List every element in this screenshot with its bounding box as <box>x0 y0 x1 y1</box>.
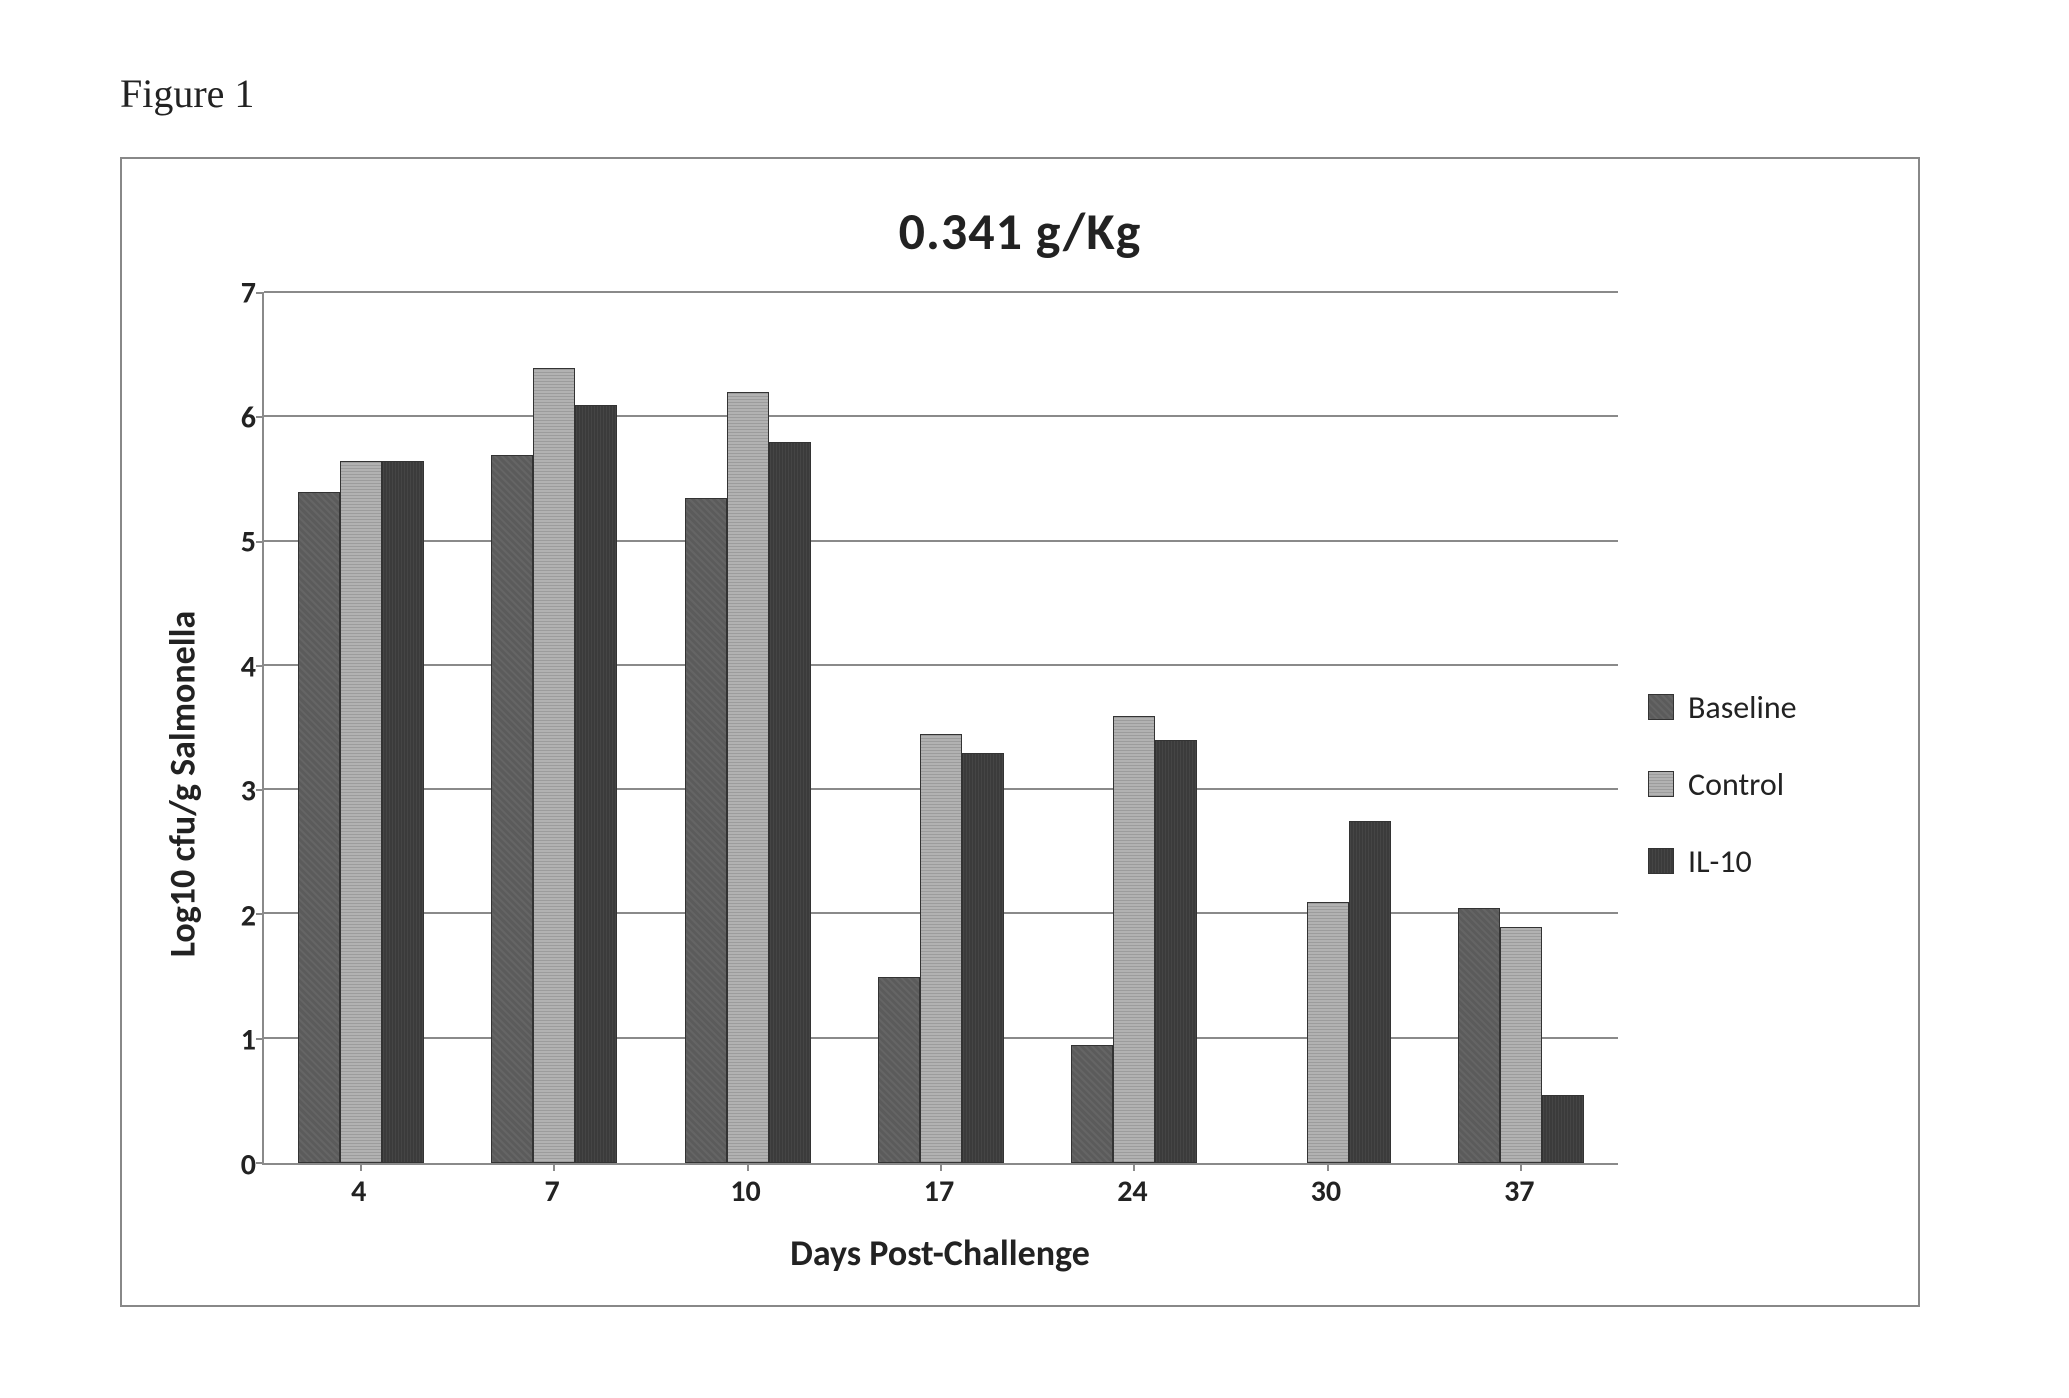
bar <box>1071 1045 1113 1163</box>
page: Figure 1 0.341 g/Kg Log10 cfu/g Salmonel… <box>0 0 2069 1398</box>
x-tick-label: 10 <box>730 1173 760 1210</box>
legend-item: Baseline <box>1648 688 1888 727</box>
y-ticks: 01234567 <box>212 293 262 1165</box>
bar <box>298 492 340 1163</box>
bar <box>962 753 1004 1163</box>
y-tick-mark <box>256 665 264 667</box>
bar <box>1113 716 1155 1163</box>
bar <box>727 392 769 1163</box>
bar-group <box>1458 293 1584 1163</box>
x-tick-label: 7 <box>545 1173 560 1210</box>
y-tick-label: 7 <box>241 275 256 312</box>
legend-item: Control <box>1648 765 1888 804</box>
x-tick-label: 17 <box>924 1173 954 1210</box>
plot-area <box>262 293 1618 1165</box>
bar <box>1307 902 1349 1163</box>
bar <box>685 498 727 1163</box>
y-tick-mark <box>256 913 264 915</box>
bar-group <box>298 293 424 1163</box>
bar-group <box>1071 293 1197 1163</box>
y-tick-mark <box>256 789 264 791</box>
y-axis-label-container: Log10 cfu/g Salmonella <box>152 293 212 1275</box>
legend-swatch <box>1648 771 1674 797</box>
chart-title: 0.341 g/Kg <box>152 199 1888 263</box>
plot-and-yticks: 01234567 <box>212 293 1618 1165</box>
y-tick-label: 1 <box>241 1022 256 1059</box>
bar-group <box>491 293 617 1163</box>
x-tick-label: 4 <box>351 1173 366 1210</box>
bar <box>920 734 962 1163</box>
y-tick-mark <box>256 1038 264 1040</box>
legend-label: IL-10 <box>1688 842 1752 881</box>
y-tick-mark <box>256 292 264 294</box>
y-axis-label: Log10 cfu/g Salmonella <box>160 611 204 958</box>
bar <box>769 442 811 1163</box>
y-tick-mark <box>256 541 264 543</box>
legend-swatch <box>1648 694 1674 720</box>
y-tick-label: 0 <box>241 1147 256 1184</box>
legend-label: Baseline <box>1688 688 1797 727</box>
bar <box>533 368 575 1163</box>
y-tick-label: 2 <box>241 897 256 934</box>
bar <box>340 461 382 1163</box>
chart-panel: 0.341 g/Kg Log10 cfu/g Salmonella 0 1 2 3 4 5… <box>120 157 1920 1307</box>
bar <box>1155 740 1197 1163</box>
legend: Baseline Control IL-10 <box>1618 293 1888 1275</box>
bar <box>491 455 533 1163</box>
y-tick-label: 6 <box>241 399 256 436</box>
x-ticks: 4 7 10 17 24 30 37 <box>262 1165 1618 1225</box>
y-tick-mark <box>256 416 264 418</box>
bar <box>575 405 617 1163</box>
bar <box>1349 821 1391 1163</box>
legend-swatch <box>1648 848 1674 874</box>
bar-group <box>878 293 1004 1163</box>
legend-label: Control <box>1688 765 1784 804</box>
bar <box>1542 1095 1584 1163</box>
legend-item: IL-10 <box>1648 842 1888 881</box>
bar <box>1458 908 1500 1163</box>
y-tick-label: 3 <box>241 773 256 810</box>
y-tick-mark <box>256 1162 264 1164</box>
bar-group <box>685 293 811 1163</box>
x-axis-label: Days Post-Challenge <box>262 1231 1618 1275</box>
bar <box>1500 927 1542 1163</box>
x-tick-label: 30 <box>1311 1173 1341 1210</box>
bar <box>878 977 920 1163</box>
x-tick-label: 37 <box>1504 1173 1534 1210</box>
bar-group <box>1265 293 1391 1163</box>
bar <box>382 461 424 1163</box>
figure-caption: Figure 1 <box>120 70 1949 117</box>
x-tick-label: 24 <box>1117 1173 1147 1210</box>
y-tick-label: 5 <box>241 524 256 561</box>
y-tick-label: 4 <box>241 648 256 685</box>
chart-body: Log10 cfu/g Salmonella 0 1 2 3 4 5 6 7 4 7 10 17 24… <box>152 293 1888 1275</box>
plot-column: 0 1 2 3 4 5 6 7 4 7 10 17 24 30 37 Days Post-Challeng… <box>212 293 1618 1275</box>
